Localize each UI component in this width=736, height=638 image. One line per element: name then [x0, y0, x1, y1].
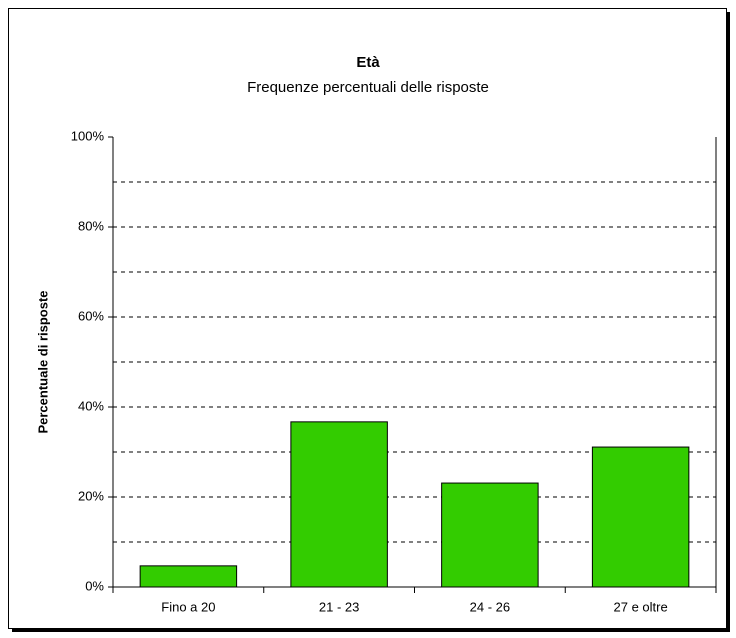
x-tick-label: 21 - 23: [319, 599, 359, 614]
y-axis-label: Percentuale di risposte: [35, 290, 50, 433]
bar: [139, 565, 238, 588]
y-tick-label: 40%: [78, 398, 104, 413]
y-tick-label: 80%: [78, 218, 104, 233]
bar: [441, 482, 539, 588]
bar: [591, 446, 690, 588]
y-tick-label: 100%: [71, 128, 105, 143]
x-tick-label: 27 e oltre: [614, 599, 668, 614]
chart-subtitle: Frequenze percentuali delle risposte: [247, 79, 489, 96]
y-tick-label: 20%: [78, 488, 104, 503]
x-tick-label: 24 - 26: [470, 599, 510, 614]
x-tick-label: Fino a 20: [161, 599, 215, 614]
y-tick-label: 60%: [78, 308, 104, 323]
bar: [290, 421, 388, 588]
chart-title: Età: [356, 54, 380, 71]
y-tick-label: 0%: [85, 578, 104, 593]
